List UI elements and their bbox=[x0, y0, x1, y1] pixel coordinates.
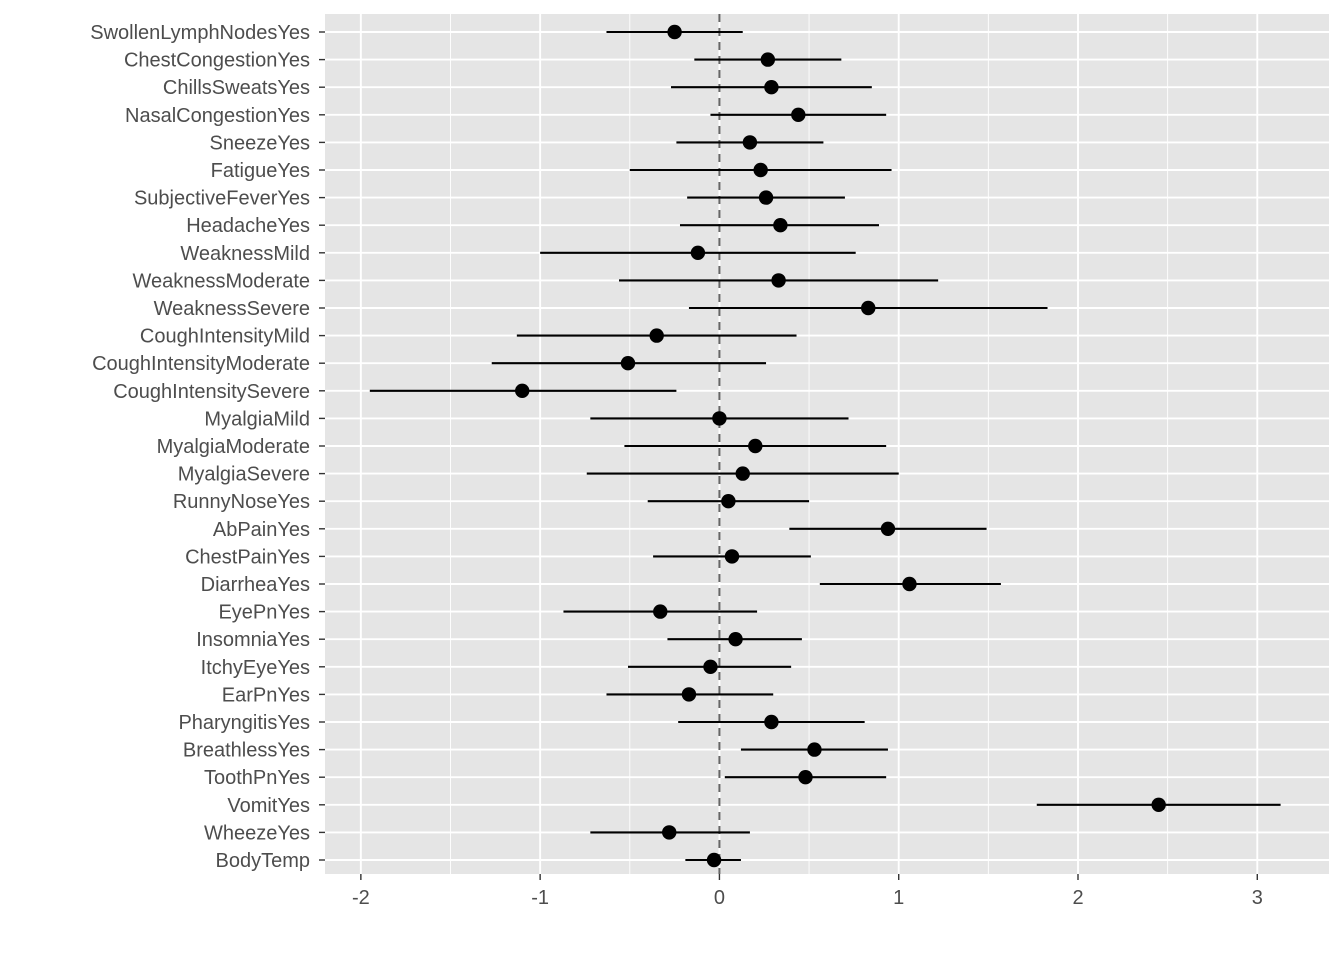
point-DiarrheaYes bbox=[902, 576, 917, 592]
y-tick-label: WeaknessModerate bbox=[133, 270, 311, 292]
point-MyalgiaSevere bbox=[735, 466, 750, 481]
y-axis: SwollenLymphNodesYes ChestCongestionYes Ch… bbox=[90, 22, 325, 872]
x-tick-label: 1 bbox=[893, 887, 904, 909]
x-tick-label: 3 bbox=[1252, 887, 1263, 909]
y-tick-label: MyalgiaModerate bbox=[157, 436, 310, 458]
y-tick-label: DiarrheaYes bbox=[201, 574, 310, 596]
point-ChestPainYes bbox=[724, 549, 740, 564]
y-tick-label: SwollenLymphNodesYes bbox=[90, 22, 310, 44]
x-axis: -2 -1 0 1 2 3 bbox=[352, 874, 1263, 909]
point-CoughIntensityModerate bbox=[620, 356, 636, 371]
y-tick-label: MyalgiaMild bbox=[204, 408, 310, 430]
y-tick-label: CoughIntensityMild bbox=[140, 326, 310, 348]
point-FatigueYes bbox=[753, 162, 768, 178]
y-tick-label: WheezeYes bbox=[204, 822, 310, 844]
y-tick-label: HeadacheYes bbox=[186, 215, 310, 237]
point-ToothPnYes bbox=[798, 770, 813, 785]
y-tick-label: ItchyEyeYes bbox=[201, 657, 310, 679]
point-MyalgiaMild bbox=[712, 411, 727, 426]
y-tick-label: NasalCongestionYes bbox=[125, 105, 310, 127]
point-EarPnYes bbox=[681, 687, 697, 702]
x-tick-label: -1 bbox=[531, 887, 549, 909]
y-tick-label: VomitYes bbox=[227, 795, 310, 817]
point-PharyngitisYes bbox=[764, 714, 779, 730]
point-SwollenLymphNodesYes bbox=[667, 24, 682, 40]
point-ChestCongestionYes bbox=[760, 52, 776, 67]
point-WeaknessModerate bbox=[771, 273, 786, 288]
point-HeadacheYes bbox=[773, 218, 788, 233]
y-tick-label: EarPnYes bbox=[222, 684, 310, 706]
point-InsomniaYes bbox=[728, 632, 743, 647]
x-tick-label: 0 bbox=[714, 887, 725, 909]
y-tick-label: ChestCongestionYes bbox=[124, 50, 310, 72]
y-tick-label: BreathlessYes bbox=[183, 740, 310, 762]
y-tick-label: RunnyNoseYes bbox=[173, 491, 310, 513]
point-NasalCongestionYes bbox=[791, 107, 806, 123]
point-AbPainYes bbox=[880, 521, 896, 536]
estimate-points bbox=[515, 24, 1166, 868]
y-tick-label: PharyngitisYes bbox=[178, 712, 310, 734]
point-BodyTemp bbox=[706, 852, 722, 868]
y-tick-label: SneezeYes bbox=[210, 132, 310, 154]
y-tick-label: FatigueYes bbox=[211, 160, 310, 182]
point-BreathlessYes bbox=[807, 742, 822, 757]
y-tick-label: WeaknessMild bbox=[180, 243, 310, 265]
x-tick-label: -2 bbox=[352, 887, 370, 909]
point-ItchyEyeYes bbox=[703, 659, 718, 674]
point-WheezeYes bbox=[662, 825, 677, 840]
y-tick-label: BodyTemp bbox=[216, 850, 311, 872]
point-RunnyNoseYes bbox=[721, 494, 736, 509]
point-MyalgiaModerate bbox=[748, 438, 763, 454]
point-SubjectiveFeverYes bbox=[758, 190, 774, 205]
y-tick-label: CoughIntensityModerate bbox=[92, 353, 310, 375]
point-WeaknessMild bbox=[690, 245, 706, 260]
panel-background bbox=[325, 14, 1329, 874]
point-WeaknessSevere bbox=[861, 300, 876, 316]
y-tick-label: SubjectiveFeverYes bbox=[134, 188, 310, 210]
point-ChillsSweatsYes bbox=[764, 80, 779, 95]
x-tick-label: 2 bbox=[1072, 887, 1083, 909]
point-CoughIntensityMild bbox=[649, 328, 664, 343]
y-tick-label: WeaknessSevere bbox=[154, 298, 310, 320]
y-tick-label: ChillsSweatsYes bbox=[163, 77, 310, 99]
y-tick-label: EyePnYes bbox=[218, 602, 310, 624]
point-SneezeYes bbox=[742, 135, 758, 150]
y-tick-label: InsomniaYes bbox=[196, 629, 310, 651]
y-tick-label: AbPainYes bbox=[213, 519, 310, 541]
y-tick-label: ChestPainYes bbox=[185, 546, 310, 568]
point-CoughIntensitySevere bbox=[515, 383, 530, 398]
y-tick-label: ToothPnYes bbox=[204, 767, 310, 789]
point-EyePnYes bbox=[653, 604, 668, 619]
y-tick-label: CoughIntensitySevere bbox=[113, 381, 310, 403]
y-tick-label: MyalgiaSevere bbox=[178, 464, 310, 486]
point-VomitYes bbox=[1151, 797, 1166, 812]
